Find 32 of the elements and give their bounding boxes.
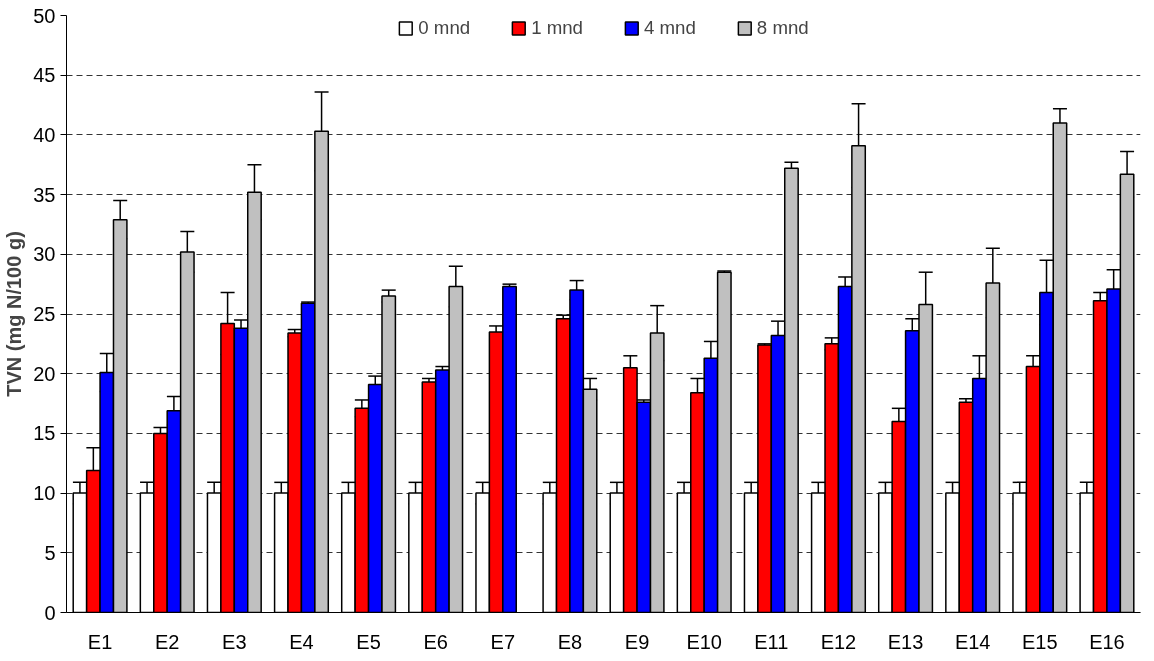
x-tick-label: E7 xyxy=(490,630,516,653)
x-tick-label: E4 xyxy=(289,630,314,653)
x-tick-label: E1 xyxy=(87,630,113,653)
legend-label: 0 mnd xyxy=(418,17,471,39)
y-tick-label: 45 xyxy=(33,64,56,87)
x-tick-label: E13 xyxy=(887,630,924,653)
x-tick-label: E14 xyxy=(954,630,991,653)
y-tick-label: 50 xyxy=(33,4,56,27)
x-tick-label: E9 xyxy=(624,630,650,653)
y-tick-label: 15 xyxy=(33,422,56,445)
y-tick-label: 30 xyxy=(33,243,56,266)
y-tick-label: 25 xyxy=(33,303,56,325)
legend-label: 4 mnd xyxy=(644,17,696,39)
legend-label: 8 mnd xyxy=(756,17,809,39)
x-tick-label: E12 xyxy=(820,630,857,653)
x-tick-label: E8 xyxy=(557,630,583,653)
x-tick-label: E3 xyxy=(222,630,247,653)
x-tick-label: E16 xyxy=(1089,630,1125,653)
y-axis-title: TVN (mg N/100 g) xyxy=(3,231,26,397)
x-tick-label: E10 xyxy=(686,630,722,653)
y-tick-label: 35 xyxy=(33,183,56,206)
x-tick-label: E15 xyxy=(1022,630,1058,653)
x-tick-label: E5 xyxy=(356,630,381,653)
y-tick-label: 20 xyxy=(33,362,56,385)
y-tick-label: 0 xyxy=(44,601,56,624)
x-tick-label: E2 xyxy=(154,630,180,653)
y-tick-label: 40 xyxy=(33,123,56,146)
y-tick-label: 5 xyxy=(44,541,56,564)
x-tick-label: E11 xyxy=(754,630,789,653)
legend-label: 1 mnd xyxy=(531,17,583,39)
y-tick-label: 10 xyxy=(33,482,56,505)
x-tick-label: E6 xyxy=(423,630,448,653)
